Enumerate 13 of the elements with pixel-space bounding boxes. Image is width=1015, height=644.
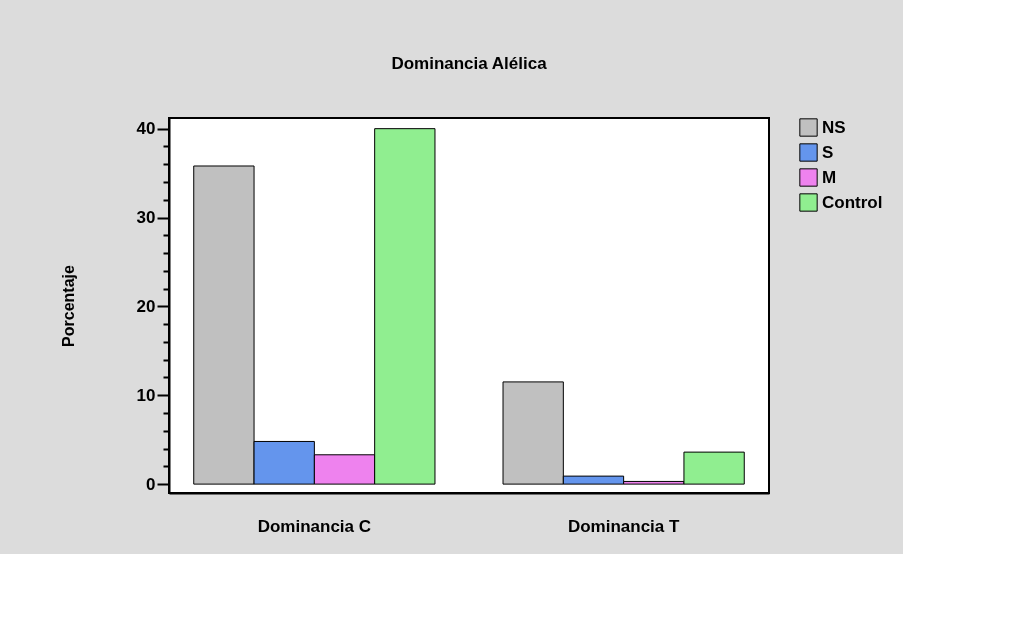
y-tick-label: 0	[146, 474, 156, 494]
y-tick-label: 40	[136, 119, 156, 139]
chart-title: Dominancia Alélica	[391, 54, 548, 73]
y-tick-label: 20	[136, 296, 156, 316]
legend-label: M	[822, 167, 837, 187]
x-tick-label: Dominancia C	[257, 516, 372, 536]
y-tick-label: 30	[136, 208, 156, 228]
legend-label: NS	[822, 117, 846, 137]
legend-label: Control	[822, 192, 883, 212]
x-tick-label: Dominancia T	[567, 516, 680, 536]
y-axis-title: Porcentaje	[59, 264, 77, 347]
legend-label: S	[822, 142, 834, 162]
y-tick-label: 10	[136, 385, 156, 405]
